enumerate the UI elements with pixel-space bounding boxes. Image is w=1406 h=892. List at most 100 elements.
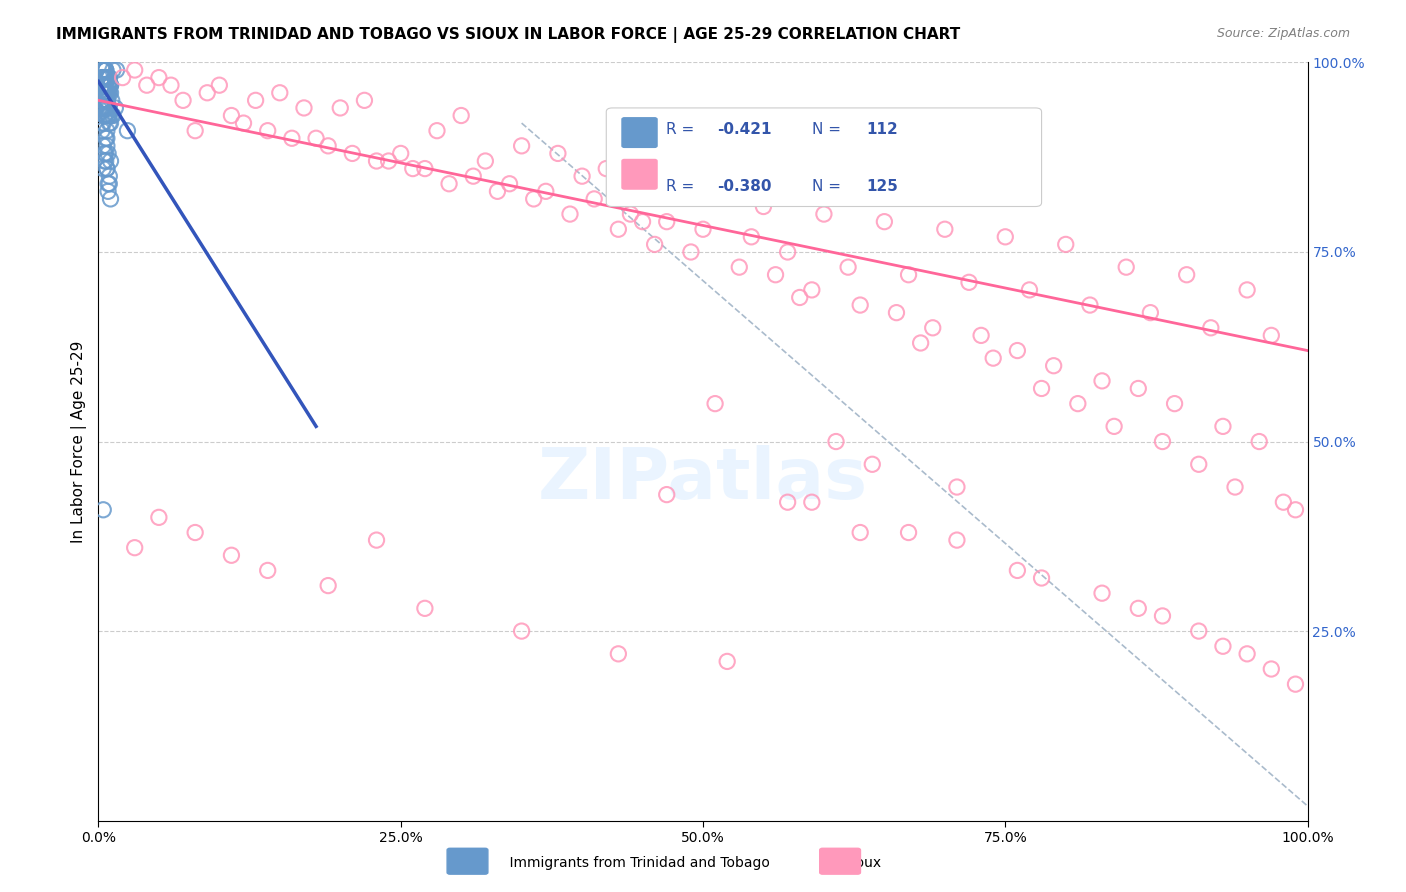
Point xyxy=(91,94,114,108)
Point xyxy=(94,62,117,77)
Point xyxy=(837,260,859,275)
Point xyxy=(498,177,520,191)
Point xyxy=(91,86,114,100)
Point xyxy=(94,131,117,145)
Point xyxy=(510,138,533,153)
Point xyxy=(558,207,581,221)
Point xyxy=(96,161,118,176)
Point xyxy=(1042,359,1064,373)
Point xyxy=(94,108,117,122)
Text: -0.380: -0.380 xyxy=(717,178,772,194)
Point xyxy=(981,351,1004,366)
Point xyxy=(1128,382,1150,396)
Point xyxy=(172,94,194,108)
Point xyxy=(94,86,117,100)
Point xyxy=(96,86,118,100)
Point xyxy=(1188,624,1211,639)
Point xyxy=(91,94,114,108)
Point xyxy=(849,298,872,312)
Point xyxy=(1163,396,1185,410)
Point xyxy=(184,123,207,137)
Point xyxy=(221,548,243,563)
Point xyxy=(474,153,496,168)
Point xyxy=(523,192,546,206)
Point xyxy=(98,78,121,92)
Point xyxy=(776,244,799,259)
Point xyxy=(94,94,117,108)
Point xyxy=(1236,647,1258,661)
Point xyxy=(860,458,883,472)
Point xyxy=(91,94,114,108)
Point xyxy=(970,328,993,343)
Point xyxy=(366,533,388,548)
Point xyxy=(1102,419,1125,434)
Point xyxy=(96,101,118,115)
Point xyxy=(765,268,787,282)
Point xyxy=(97,78,120,92)
Point xyxy=(934,222,956,236)
FancyBboxPatch shape xyxy=(621,160,657,189)
Point xyxy=(426,123,449,137)
Point xyxy=(96,94,118,108)
Point xyxy=(316,138,339,153)
Point xyxy=(1139,305,1161,319)
Point xyxy=(96,94,118,108)
Point xyxy=(1054,237,1077,252)
Point xyxy=(510,624,533,639)
Point xyxy=(1175,268,1198,282)
Text: IMMIGRANTS FROM TRINIDAD AND TOBAGO VS SIOUX IN LABOR FORCE | AGE 25-29 CORRELAT: IMMIGRANTS FROM TRINIDAD AND TOBAGO VS S… xyxy=(56,27,960,43)
Point xyxy=(91,86,114,100)
Point xyxy=(93,86,115,100)
Text: ZIPatlas: ZIPatlas xyxy=(538,445,868,514)
Point xyxy=(94,70,117,85)
Point xyxy=(1078,298,1101,312)
Point xyxy=(93,78,115,92)
Point xyxy=(91,123,114,137)
Point xyxy=(897,525,920,540)
Point xyxy=(96,123,118,137)
Point xyxy=(1067,396,1090,410)
Point xyxy=(94,146,117,161)
Text: Immigrants from Trinidad and Tobago: Immigrants from Trinidad and Tobago xyxy=(492,855,770,870)
Point xyxy=(91,70,114,85)
Point xyxy=(97,86,120,100)
Point xyxy=(668,184,690,198)
Point xyxy=(100,78,122,92)
Point xyxy=(292,101,315,115)
Point xyxy=(101,108,124,122)
Point xyxy=(1236,283,1258,297)
Point xyxy=(94,101,117,115)
Point xyxy=(91,101,114,115)
Point xyxy=(124,62,146,77)
Point xyxy=(208,78,231,92)
Point xyxy=(1152,434,1174,449)
Point xyxy=(98,108,121,122)
Point xyxy=(96,94,118,108)
Point xyxy=(571,169,593,184)
Point xyxy=(1223,480,1246,494)
Point xyxy=(91,70,114,85)
Point xyxy=(789,291,811,305)
Point xyxy=(97,86,120,100)
FancyBboxPatch shape xyxy=(621,118,657,147)
Point xyxy=(1091,586,1114,600)
Point xyxy=(1091,374,1114,388)
Point xyxy=(886,305,908,319)
Point xyxy=(91,161,114,176)
Point xyxy=(91,94,114,108)
Point xyxy=(93,70,115,85)
Point xyxy=(100,116,122,130)
Point xyxy=(111,70,134,85)
Point xyxy=(776,495,799,509)
Point xyxy=(184,525,207,540)
Point xyxy=(100,78,122,92)
Point xyxy=(413,601,436,615)
Point xyxy=(94,108,117,122)
Point xyxy=(91,78,114,92)
Text: Sioux: Sioux xyxy=(844,855,882,870)
Point xyxy=(135,78,157,92)
Point xyxy=(91,138,114,153)
Point xyxy=(93,62,115,77)
Point xyxy=(96,86,118,100)
Point xyxy=(98,70,121,85)
